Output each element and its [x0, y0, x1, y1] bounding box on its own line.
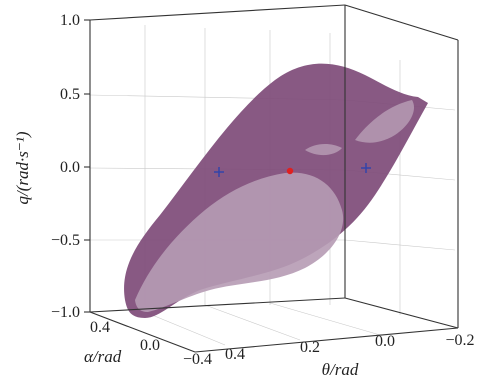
q-ticks — [84, 19, 90, 313]
surface-inner-notch — [305, 144, 342, 156]
theta-tick-label-1: 0.4 — [225, 346, 245, 363]
alpha-tick-label-1: 0.4 — [90, 319, 110, 336]
alpha-axis-label: α/rad — [84, 347, 122, 366]
theta-tick-label-3: 0.0 — [375, 333, 395, 350]
marker-point-3 — [361, 163, 371, 173]
theta-axis-label: θ/rad — [322, 360, 359, 379]
surface-inner — [135, 172, 344, 312]
alpha-tick-label-2: 0.0 — [140, 337, 160, 354]
q-tick-label-1: 1.0 — [60, 12, 80, 29]
q-tick-label-2: 0.5 — [60, 86, 80, 103]
alpha-tick-label-3: −0.4 — [183, 351, 212, 368]
q-tick-label-4: −0.5 — [51, 232, 80, 249]
theta-tick-label-4: −0.2 — [445, 332, 474, 349]
q-tick-label-3: 0.0 — [60, 159, 80, 176]
q-axis-label: q/(rad·s⁻¹) — [13, 131, 32, 204]
axis-box — [89, 4, 459, 353]
marker-point-2 — [286, 167, 294, 175]
theta-tick-label-2: 0.2 — [300, 339, 320, 356]
q-tick-label-5: −1.0 — [51, 304, 80, 321]
surface-inner-top — [355, 100, 415, 143]
marker-point-1 — [214, 167, 224, 177]
